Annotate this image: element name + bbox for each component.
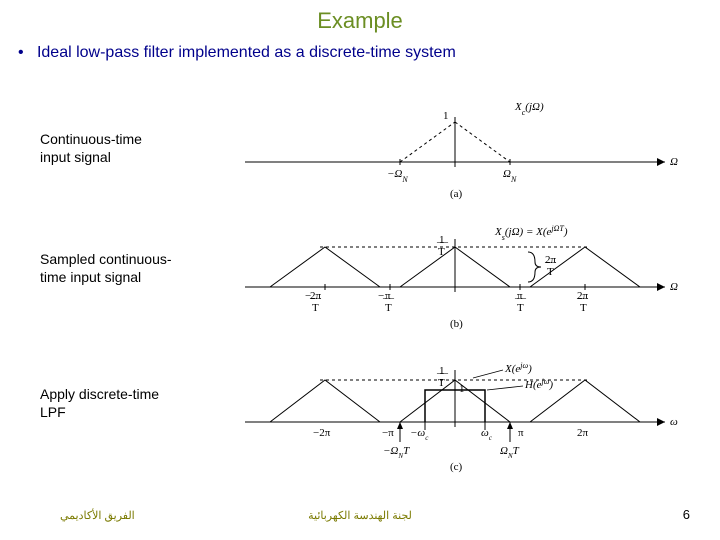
b-peak: 1—T [436,234,449,258]
c-axis: ω [670,416,678,428]
b-t3: π—T [514,290,527,314]
c-t-wc-pos: ωc [481,427,493,442]
c-bt2: ΩNT [500,445,520,460]
c-filter-peak: 1 [459,383,465,395]
bullet-marker: • [18,44,24,61]
diagram-a: Xc(jΩ) 1 −ΩN ΩN Ω (a) [245,101,678,200]
a-axis: Ω [670,156,678,168]
c-peak: 1—T [436,365,449,389]
label-a-l1: Continuous-time [40,131,142,147]
a-tick-neg: −ΩN [387,168,408,184]
title-text: Example [317,8,403,33]
bullet-line: • Ideal low-pass filter implemented as a… [0,40,720,70]
c-t-2pi-neg: −2π [313,427,331,439]
c-h-label: H(ejω) [524,377,553,392]
c-caption: (c) [450,461,463,473]
b-axis: Ω [670,281,678,293]
footer-page: 6 [683,507,690,522]
b-brace: 2π—T [544,254,557,278]
label-c: Apply discrete-time LPF [40,385,159,421]
c-bt1: −ΩNT [383,445,410,460]
diagram-area: Xc(jΩ) 1 −ΩN ΩN Ω (a) Xs(jΩ) = X(ejΩT) 1… [225,92,695,482]
b-caption: (b) [450,318,463,330]
label-c-l2: LPF [40,404,66,420]
label-a: Continuous-time input signal [40,130,142,166]
c-x-label: X(ejω) [504,361,532,376]
label-a-l2: input signal [40,149,111,165]
label-b: Sampled continuous- time input signal [40,250,172,286]
label-b-l2: time input signal [40,269,141,285]
c-t-2pi-pos: 2π [577,427,589,439]
b-freq-label: Xs(jΩ) = X(ejΩT) [494,224,568,242]
a-freq-label: Xc(jΩ) [514,101,544,117]
c-t-pi-neg: −π [382,427,394,439]
a-peak: 1 [443,110,449,122]
b-t4: 2π—T [576,290,589,314]
footer-center: لجنة الهندسة الكهربائية [308,509,412,522]
c-t-pi-pos: π [518,427,524,439]
bullet-text: Ideal low-pass filter implemented as a d… [37,44,456,61]
diagram-c: X(ejω) H(ejω) 1—T 1 −2π −π −ωc ωc π 2π ω… [245,361,678,474]
b-t1: 2π−—T [305,290,322,314]
page-title: Example [0,0,720,40]
diagram-b: Xs(jΩ) = X(ejΩT) 1—T 2π—T 2π−—T π−—T π—T… [245,224,678,331]
label-b-l1: Sampled continuous- [40,251,172,267]
label-c-l1: Apply discrete-time [40,386,159,402]
diagrams-svg: Xc(jΩ) 1 −ΩN ΩN Ω (a) Xs(jΩ) = X(ejΩT) 1… [225,92,695,482]
a-caption: (a) [450,188,463,200]
c-t-wc-neg: −ωc [410,427,429,442]
a-tick-pos: ΩN [503,168,517,184]
b-t2: π−—T [378,290,395,314]
footer-left: الفريق الأكاديمي [60,509,135,522]
